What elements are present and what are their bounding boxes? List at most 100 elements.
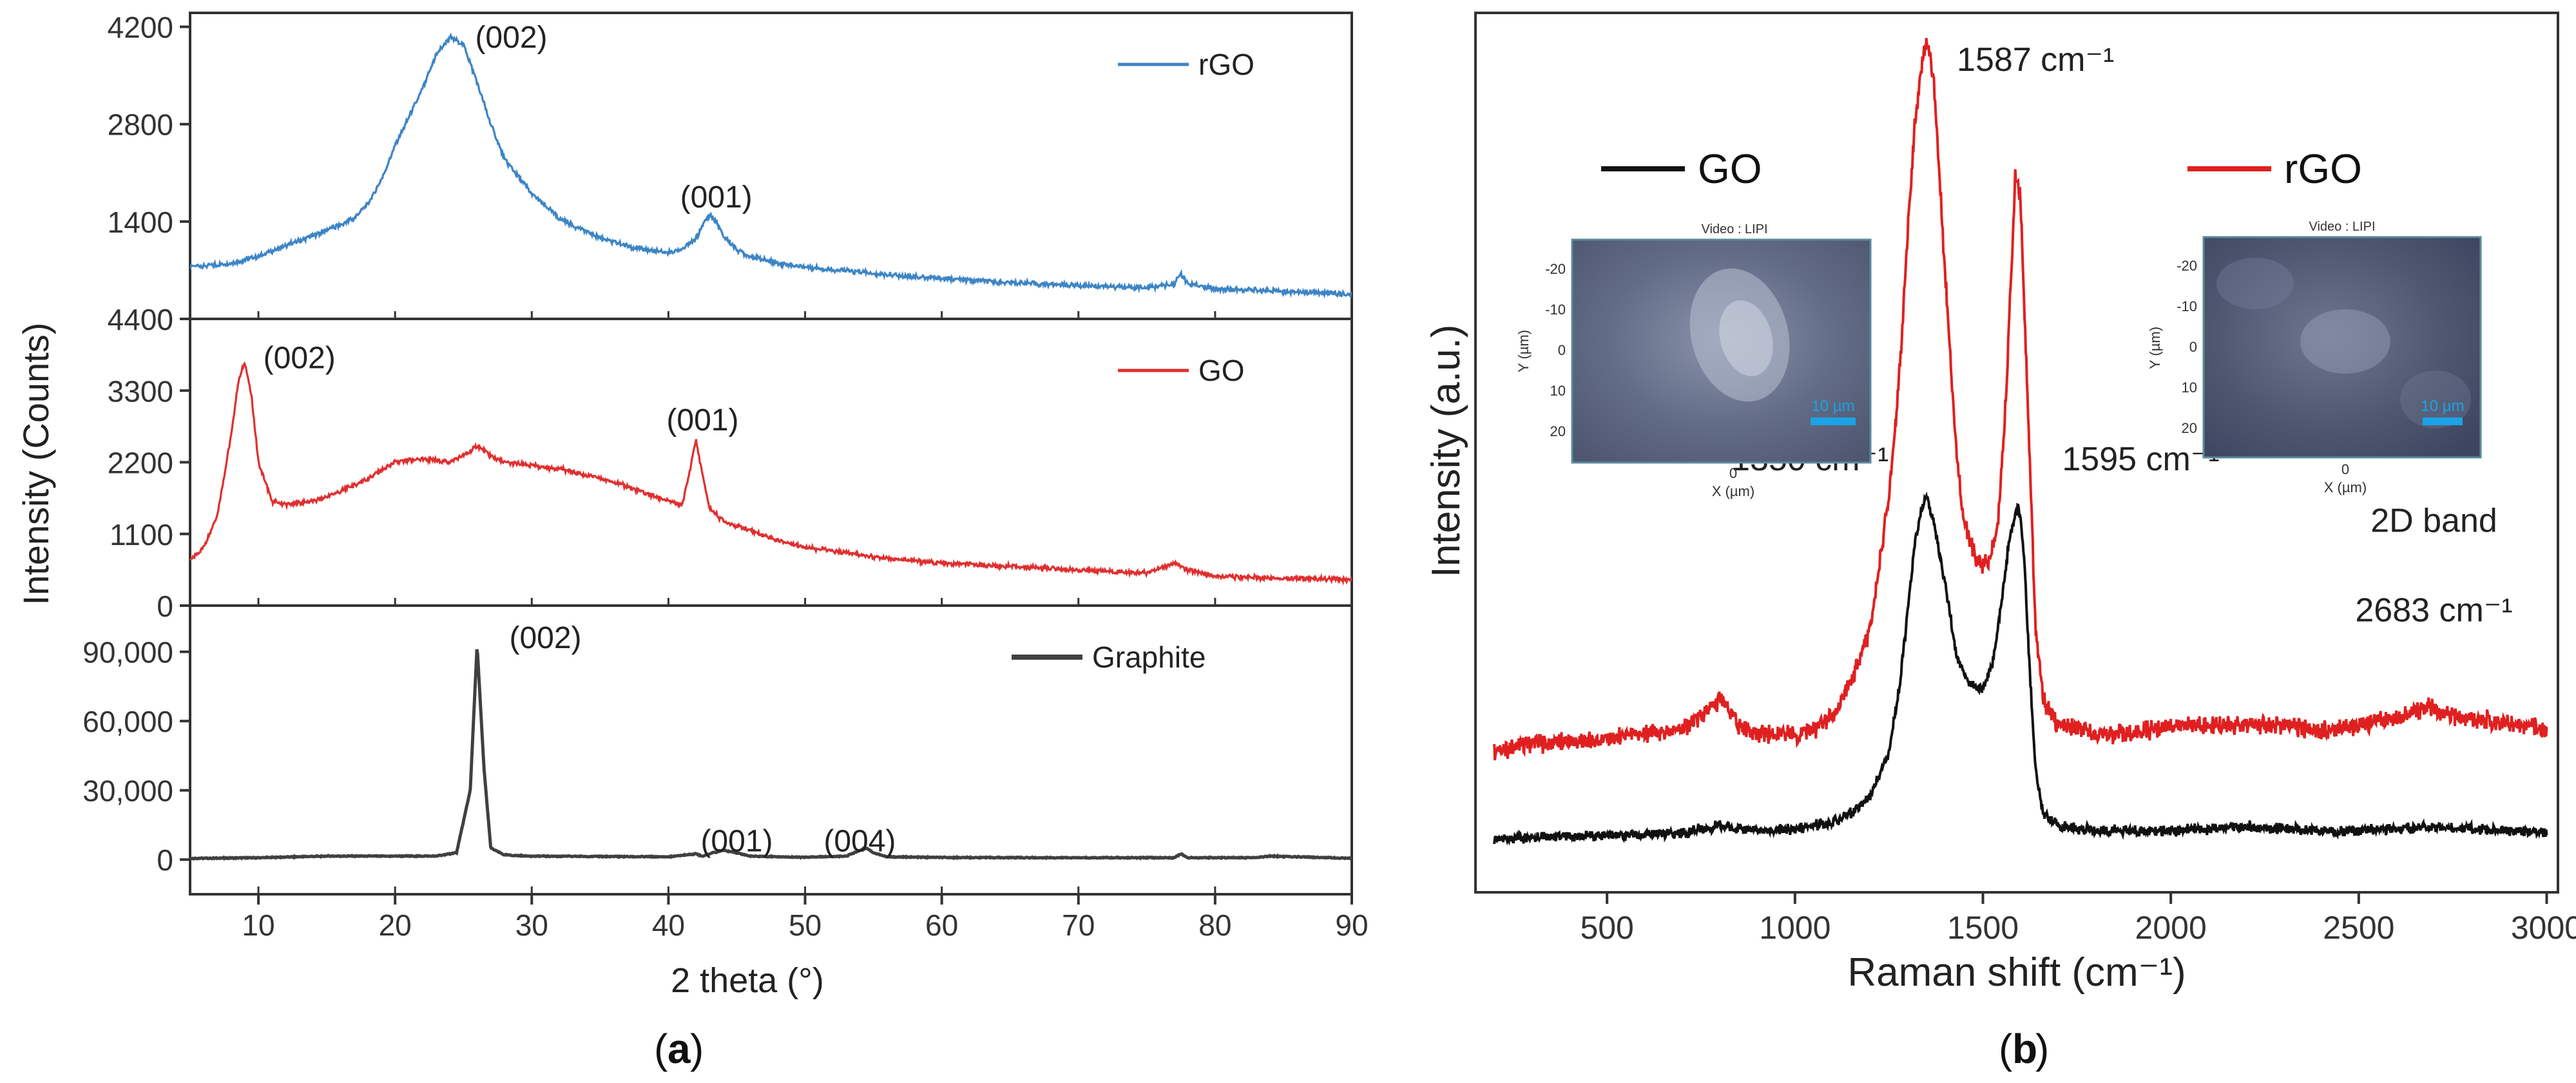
xrd-ytick-label: 0: [157, 589, 173, 623]
xrd-xtick-label: 60: [925, 908, 958, 942]
raman-band-label: G band: [1961, 0, 2071, 1]
xrd-peak-label: (002): [475, 21, 547, 55]
go-inset-ylabel: Y (µm): [1515, 330, 1532, 372]
raman-xtick-label: 1000: [1759, 910, 1831, 946]
rgo-inset-xtick: 0: [2341, 461, 2349, 477]
rgo-texture-2: [2400, 370, 2471, 428]
xrd-xtick-label: 70: [1062, 908, 1095, 942]
xrd-ytick-label: 60,000: [82, 705, 173, 738]
go-inset-ytick: 0: [1558, 342, 1566, 358]
go-inset-yticks: -20 -10 0 10 20: [1545, 261, 1566, 439]
xrd-ytick-label: 1400: [108, 206, 173, 239]
go-inset-title: Video : LIPI: [1701, 222, 1767, 236]
raman-xtick-label: 2500: [2323, 910, 2394, 946]
raman-band-label: 2D band: [2370, 502, 2497, 539]
caption-b-open: (: [1999, 1026, 2012, 1072]
xrd-ytick-label: 0: [157, 843, 173, 877]
go-inset-ytick: 20: [1550, 423, 1566, 439]
raman-x-axis-label: Raman shift (cm⁻¹): [1847, 950, 2186, 995]
legend-rgo-label: rGO: [2284, 146, 2362, 192]
xrd-peak-label: (001): [680, 180, 753, 215]
rgo-inset-ylabel: Y (µm): [2147, 327, 2163, 369]
caption-a-letter: a: [668, 1026, 691, 1072]
raman-xtick-label: 500: [1580, 910, 1633, 946]
rgo-inset-ytick: -10: [2177, 298, 2197, 314]
xrd-subplot-frame: [189, 12, 1353, 320]
go-micrograph-inset: Video : LIPI 10 µm -20 -10 0 10 20 Y (µm…: [1515, 222, 1872, 499]
xrd-peak-label: (001): [666, 403, 738, 437]
rgo-inset-ytick: 10: [2182, 379, 2197, 396]
raman-band-label: 1595 cm⁻¹: [2062, 441, 2219, 478]
go-inset-xlabel: X (µm): [1712, 483, 1754, 499]
xrd-subplot-frame: [189, 604, 1353, 896]
rgo-inset-title: Video : LIPI: [2309, 220, 2375, 234]
caption-b: ( b ): [1999, 1026, 2049, 1072]
caption-a: ( a ): [654, 1026, 704, 1072]
xrd-subplot-rgo: 0 1400 2800 4200 rGO (002) (001): [108, 11, 1353, 336]
xrd-subplot-go: 0 1100 2200 3300 4400 GO (002) (001): [108, 303, 1353, 623]
xrd-x-axis: 10 20 30 40 50 60 70 80 90: [242, 894, 1369, 942]
xrd-peak-label: (002): [264, 341, 336, 376]
raman-plot-frame: [1474, 12, 2559, 894]
xrd-series-go: [190, 361, 1352, 586]
raman-series-go: [1493, 491, 2548, 846]
xrd-peak-label: (004): [823, 825, 896, 859]
rgo-flake: [2300, 309, 2390, 374]
xrd-subplot-graphite: 0 30,000 60,000 90,000 Graphite (002) (001) (00…: [82, 604, 1353, 896]
xrd-ytick-label: 1100: [110, 518, 173, 551]
caption-b-letter: b: [2012, 1026, 2037, 1072]
raman-x-axis: 500 1000 1500 2000 2500 3000: [1580, 892, 2576, 946]
caption-b-close: ): [2035, 1026, 2049, 1072]
xrd-ytick-label: 2800: [108, 108, 173, 142]
raman-band-label: 1587 cm⁻¹: [1957, 41, 2114, 79]
raman-band-label: 2683 cm⁻¹: [2355, 592, 2512, 629]
xrd-ytick-label: 2200: [108, 446, 173, 480]
raman-series-group: [1493, 37, 2548, 846]
xrd-peak-label: (001): [700, 825, 773, 859]
xrd-xtick-label: 20: [379, 908, 412, 942]
xrd-legend-label: rGO: [1198, 48, 1254, 81]
rgo-scale-label: 10 µm: [2421, 398, 2464, 415]
raman-xtick-label: 2000: [2135, 910, 2207, 946]
rgo-texture-1: [2216, 258, 2294, 309]
caption-a-open: (: [654, 1026, 668, 1072]
xrd-ytick-label: 4400: [108, 303, 173, 336]
rgo-inset-ytick: 20: [2182, 420, 2197, 436]
xrd-panel: 0 1400 2800 4200 rGO (002) (001) 0 1100 2200 3300…: [15, 11, 1369, 1000]
go-scale-label: 10 µm: [1811, 398, 1854, 415]
xrd-ytick-label: 0: [157, 303, 173, 336]
legend-go-label: GO: [1698, 146, 1762, 192]
xrd-xtick-label: 40: [652, 908, 685, 942]
xrd-ytick-label: 30,000: [82, 774, 173, 808]
go-scale-bar: [1811, 417, 1856, 425]
xrd-xtick-label: 10: [242, 908, 274, 942]
xrd-peak-label: (002): [509, 621, 581, 655]
xrd-legend-label: Graphite: [1092, 640, 1206, 674]
rgo-inset-xlabel: X (µm): [2324, 479, 2367, 495]
raman-xtick-label: 3000: [2511, 910, 2576, 946]
xrd-ytick-label: 90,000: [82, 636, 173, 669]
xrd-y-axis-label: Intensity (Counts): [15, 323, 56, 606]
caption-a-close: ): [690, 1026, 704, 1072]
raman-y-axis-label: Intensity (a.u.): [1424, 325, 1468, 578]
xrd-xtick-label: 90: [1335, 908, 1368, 942]
xrd-series-graphite: [190, 649, 1352, 861]
xrd-ytick-label: 3300: [108, 374, 173, 408]
rgo-inset-ytick: -20: [2177, 258, 2197, 274]
xrd-ytick-label: 4200: [108, 11, 173, 44]
go-inset-xtick: 0: [1729, 465, 1737, 481]
xrd-series-rgo: [190, 32, 1352, 299]
go-inset-ytick: -10: [1545, 302, 1566, 318]
xrd-x-axis-label: 2 theta (°): [671, 961, 824, 1000]
raman-series-rgo: [1493, 37, 2548, 761]
raman-xtick-label: 1500: [1947, 910, 2019, 946]
go-inset-ytick: -20: [1545, 261, 1566, 277]
rgo-micrograph-inset: Video : LIPI 10 µm -20 -10 0 10 20 Y (µm…: [2147, 220, 2482, 495]
rgo-inset-ytick: 0: [2189, 339, 2197, 355]
xrd-xtick-label: 30: [515, 908, 548, 942]
go-flake-core: [1719, 300, 1773, 376]
xrd-xtick-label: 80: [1198, 908, 1231, 942]
go-inset-ytick: 10: [1550, 383, 1566, 399]
